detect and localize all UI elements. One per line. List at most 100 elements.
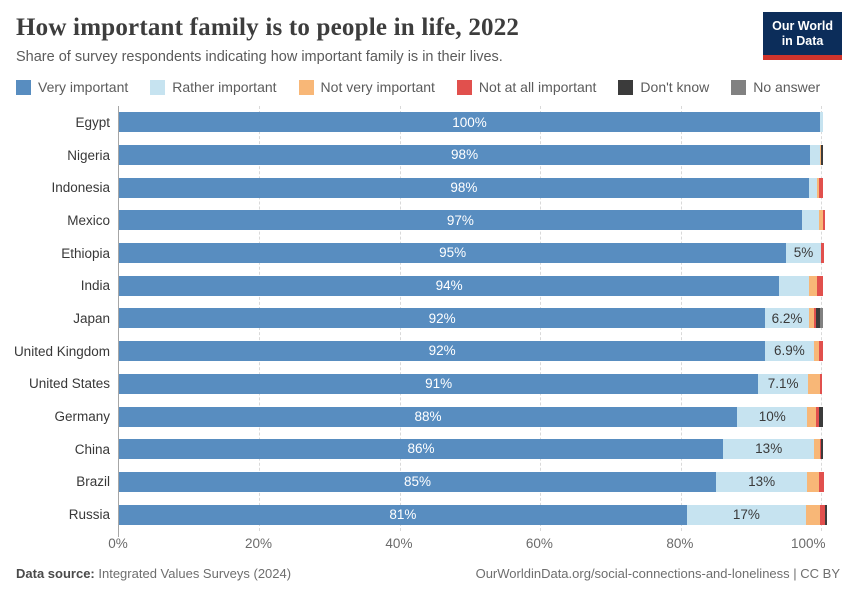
- country-label[interactable]: United States: [28, 376, 110, 392]
- stacked-bar: 86% 13%: [119, 439, 827, 460]
- legend-item-no-answer[interactable]: No answer: [731, 79, 820, 95]
- stacked-bar-chart: Egypt Nigeria Indonesia Mexico Ethiopia India…: [0, 106, 850, 537]
- legend-item-not-very-important[interactable]: Not very important: [298, 79, 435, 95]
- credit-link[interactable]: OurWorldinData.org/social-connections-an…: [475, 565, 840, 581]
- bar-segment-not-very-important[interactable]: [809, 275, 818, 296]
- bar-segment-very-important[interactable]: 98%: [119, 177, 809, 198]
- bar-segment-very-important[interactable]: 88%: [119, 406, 738, 427]
- bar-value-label: 88%: [414, 408, 442, 424]
- bar-segment-not-at-all-important[interactable]: [819, 373, 823, 394]
- country-label[interactable]: India: [80, 278, 110, 294]
- bar-segment-dont-know[interactable]: [824, 504, 827, 525]
- bar-segment-not-at-all-important[interactable]: [820, 243, 825, 264]
- legend-item-dont-know[interactable]: Don't know: [618, 79, 709, 95]
- bar-segment-not-very-important[interactable]: [808, 373, 820, 394]
- chart-header: How important family is to people in lif…: [0, 12, 850, 65]
- bar-segment-rather-important[interactable]: [819, 112, 824, 133]
- x-tick-label: 0%: [108, 535, 128, 551]
- bar-segment-rather-important[interactable]: 17%: [686, 504, 806, 525]
- country-label[interactable]: Indonesia: [51, 180, 110, 196]
- bar-segment-very-important[interactable]: 100%: [119, 112, 820, 133]
- bar-segment-not-very-important[interactable]: [814, 439, 820, 460]
- bar-segment-no-answer[interactable]: [819, 308, 824, 329]
- bar-segment-very-important[interactable]: 95%: [119, 243, 787, 264]
- country-label[interactable]: United Kingdom: [13, 343, 110, 359]
- bar-segment-not-very-important[interactable]: [818, 210, 824, 231]
- bar-segment-very-important[interactable]: 92%: [119, 341, 766, 362]
- bar-segment-dont-know[interactable]: [820, 439, 824, 460]
- legend-label: Don't know: [640, 79, 710, 95]
- stacked-bar: 81% 17%: [119, 504, 827, 525]
- country-label[interactable]: Japan: [73, 310, 110, 326]
- bar-value-label: 98%: [450, 179, 478, 195]
- country-label[interactable]: Ethiopia: [61, 245, 110, 261]
- bar-segment-very-important[interactable]: 91%: [119, 373, 759, 394]
- bar-segment-rather-important[interactable]: [801, 210, 819, 231]
- country-label[interactable]: Nigeria: [67, 147, 110, 163]
- country-label[interactable]: Egypt: [75, 114, 110, 130]
- bar-segment-very-important[interactable]: 85%: [119, 471, 717, 492]
- bar-segment-rather-important[interactable]: 5%: [786, 243, 821, 264]
- bar-segment-very-important[interactable]: 92%: [119, 308, 766, 329]
- bar-segment-very-important[interactable]: 97%: [119, 210, 802, 231]
- bar-segment-rather-important[interactable]: [779, 275, 810, 296]
- bar-row: 95% 5%: [119, 237, 827, 270]
- bar-segment-not-at-all-important[interactable]: [815, 406, 819, 427]
- bar-segment-dont-know[interactable]: [821, 145, 823, 166]
- bar-segment-rather-important[interactable]: 13%: [723, 439, 815, 460]
- bar-segment-not-at-all-important[interactable]: [820, 504, 825, 525]
- stacked-bar: 95% 5%: [119, 243, 827, 264]
- bar-segment-not-at-all-important[interactable]: [819, 439, 821, 460]
- bar-segment-rather-important[interactable]: 6.9%: [765, 341, 814, 362]
- bar-segment-not-at-all-important[interactable]: [817, 275, 824, 296]
- country-label[interactable]: Mexico: [67, 212, 110, 228]
- bar-segment-not-very-important[interactable]: [807, 406, 816, 427]
- bar-segment-not-very-important[interactable]: [808, 308, 814, 329]
- bar-segment-rather-important[interactable]: 7.1%: [758, 373, 809, 394]
- legend-swatch-not-at-all-important: [456, 79, 472, 95]
- bar-segment-very-important[interactable]: 94%: [119, 275, 780, 296]
- bar-segment-rather-important[interactable]: 10%: [737, 406, 808, 427]
- bar-row: 81% 17%: [119, 498, 827, 531]
- bar-segment-not-at-all-important[interactable]: [818, 177, 824, 198]
- bar-segment-not-very-important[interactable]: [813, 341, 820, 362]
- bar-segment-not-very-important[interactable]: [819, 145, 822, 166]
- legend-label: Not very important: [320, 79, 435, 95]
- bar-segment-dont-know[interactable]: [818, 406, 824, 427]
- bar-segment-dont-know[interactable]: [815, 308, 820, 329]
- bar-segment-rather-important[interactable]: [808, 177, 818, 198]
- data-source-label: Data source:: [16, 565, 95, 581]
- stacked-bar: 100%: [119, 112, 827, 133]
- bar-value-label: 6.9%: [774, 343, 805, 359]
- bar-segment-not-at-all-important[interactable]: [823, 210, 825, 231]
- bar-segment-very-important[interactable]: 86%: [119, 439, 724, 460]
- legend-label: No answer: [753, 79, 821, 95]
- x-tick-label: 60%: [525, 535, 553, 551]
- bar-segment-very-important[interactable]: 81%: [119, 504, 687, 525]
- country-label[interactable]: Russia: [68, 507, 110, 523]
- bar-value-label: 98%: [451, 147, 479, 163]
- data-source-link[interactable]: Integrated Values Surveys (2024): [98, 565, 292, 581]
- bar-segment-not-very-important[interactable]: [807, 471, 819, 492]
- bar-segment-rather-important[interactable]: 13%: [716, 471, 808, 492]
- legend-item-very-important[interactable]: Very important: [16, 79, 128, 95]
- bar-segment-not-at-all-important[interactable]: [818, 471, 825, 492]
- legend-swatch-not-very-important: [298, 79, 314, 95]
- bar-segment-not-very-important[interactable]: [805, 504, 820, 525]
- country-label[interactable]: Brazil: [76, 474, 110, 490]
- legend-item-rather-important[interactable]: Rather important: [150, 79, 277, 95]
- bar-segment-rather-important[interactable]: 6.2%: [765, 308, 809, 329]
- bar-segment-rather-important[interactable]: [810, 145, 820, 166]
- country-label[interactable]: Germany: [54, 409, 110, 425]
- bar-segment-not-at-all-important[interactable]: [819, 341, 823, 362]
- stacked-bar: 85% 13%: [119, 471, 827, 492]
- bar-value-label: 91%: [425, 376, 453, 392]
- legend-item-not-at-all-important[interactable]: Not at all important: [456, 79, 596, 95]
- bar-segment-very-important[interactable]: 98%: [119, 145, 811, 166]
- bar-segment-not-at-all-important[interactable]: [813, 308, 816, 329]
- stacked-bar: 97%: [119, 210, 827, 231]
- bar-segment-not-very-important[interactable]: [817, 177, 819, 198]
- owid-logo[interactable]: Our World in Data: [763, 12, 842, 60]
- plot-area: 100% 98% 98% 97% 95% 5% 94% 92% 6.2% 92% 6.9% 91% 7.…: [118, 106, 827, 537]
- country-label[interactable]: China: [74, 441, 110, 457]
